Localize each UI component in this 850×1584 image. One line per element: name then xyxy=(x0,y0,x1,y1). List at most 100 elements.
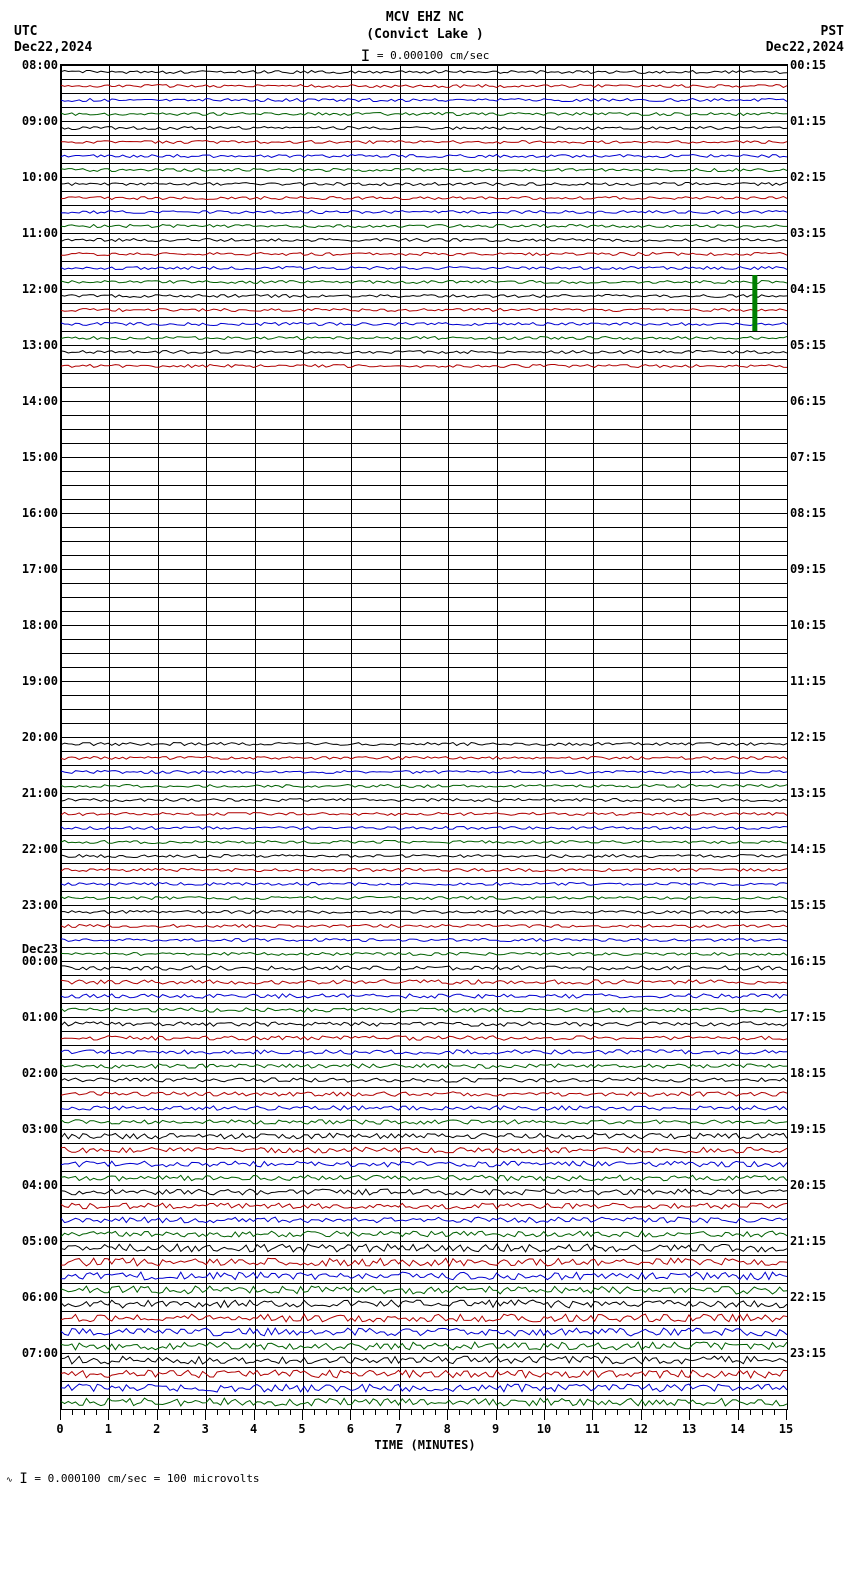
station-location: (Convict Lake ) xyxy=(366,27,483,44)
seismic-trace xyxy=(61,239,787,242)
seismic-trace xyxy=(61,365,787,368)
seismic-trace xyxy=(61,953,787,956)
left-time-label: 22:00 xyxy=(22,842,58,856)
left-time-label: 16:00 xyxy=(22,506,58,520)
left-time-label: 23:00 xyxy=(22,898,58,912)
seismic-trace xyxy=(61,855,787,858)
x-tick-label: 9 xyxy=(492,1422,499,1436)
seismic-trace xyxy=(61,183,787,186)
x-tick-minor xyxy=(242,1410,243,1415)
x-tick-label: 10 xyxy=(537,1422,551,1436)
right-time-label: 22:15 xyxy=(790,1290,826,1304)
x-tick-minor xyxy=(133,1410,134,1415)
left-time-label: 15:00 xyxy=(22,450,58,464)
x-tick-minor xyxy=(750,1410,751,1415)
seismic-trace xyxy=(61,155,787,158)
seismic-trace xyxy=(61,1175,787,1181)
x-tick-label: 5 xyxy=(298,1422,305,1436)
seismic-trace xyxy=(61,295,787,298)
x-tick-major xyxy=(496,1410,497,1420)
x-tick-minor xyxy=(653,1410,654,1415)
seismic-trace xyxy=(61,1189,787,1195)
x-tick-label: 13 xyxy=(682,1422,696,1436)
left-time-label: 11:00 xyxy=(22,226,58,240)
right-time-label: 01:15 xyxy=(790,114,826,128)
x-tick-major xyxy=(60,1410,61,1420)
right-time-label: 05:15 xyxy=(790,338,826,352)
seismic-trace xyxy=(61,1064,787,1068)
seismic-trace xyxy=(61,1036,787,1040)
seismic-trace xyxy=(61,966,787,970)
x-tick-minor xyxy=(484,1410,485,1415)
seismic-trace xyxy=(61,785,787,788)
right-time-label: 14:15 xyxy=(790,842,826,856)
seismic-trace xyxy=(61,1398,787,1406)
seismic-trace xyxy=(61,309,787,312)
seismic-trace xyxy=(61,1092,787,1096)
seismic-trace xyxy=(61,1147,787,1153)
right-time-label: 15:15 xyxy=(790,898,826,912)
x-tick-minor xyxy=(762,1410,763,1415)
seismic-trace xyxy=(61,1286,787,1294)
x-tick-minor xyxy=(605,1410,606,1415)
left-time-label: 19:00 xyxy=(22,674,58,688)
seismic-trace xyxy=(61,1008,787,1012)
x-tick-minor xyxy=(229,1410,230,1415)
x-tick-label: 12 xyxy=(634,1422,648,1436)
x-tick-label: 3 xyxy=(202,1422,209,1436)
x-tick-major xyxy=(447,1410,448,1420)
seismic-trace xyxy=(61,169,787,172)
footer-scale: ∿ I = 0.000100 cm/sec = 100 microvolts xyxy=(6,1470,260,1486)
right-time-label: 06:15 xyxy=(790,394,826,408)
right-time-label: 12:15 xyxy=(790,730,826,744)
x-tick-minor xyxy=(665,1410,666,1415)
x-tick-label: 6 xyxy=(347,1422,354,1436)
right-time-label: 04:15 xyxy=(790,282,826,296)
seismic-trace xyxy=(61,1258,787,1266)
seismic-trace xyxy=(61,1217,787,1223)
x-tick-major xyxy=(544,1410,545,1420)
right-time-label: 07:15 xyxy=(790,450,826,464)
right-time-label: 18:15 xyxy=(790,1066,826,1080)
seismic-trace xyxy=(61,869,787,872)
left-time-label: 06:00 xyxy=(22,1290,58,1304)
seismic-trace xyxy=(61,1370,787,1378)
left-time-label: 18:00 xyxy=(22,618,58,632)
x-tick-major xyxy=(254,1410,255,1420)
x-tick-minor xyxy=(72,1410,73,1415)
trace-svg xyxy=(61,65,787,1409)
header-left: UTC Dec22,2024 xyxy=(14,24,92,55)
left-time-label: 05:00 xyxy=(22,1234,58,1248)
seismic-trace xyxy=(61,197,787,200)
x-tick-minor xyxy=(471,1410,472,1415)
seismic-trace xyxy=(61,281,787,284)
seismic-trace xyxy=(61,1300,787,1308)
seismic-trace xyxy=(61,99,787,102)
x-tick-major xyxy=(738,1410,739,1420)
right-time-label: 21:15 xyxy=(790,1234,826,1248)
seismic-trace xyxy=(61,267,787,270)
right-time-label: 00:15 xyxy=(790,58,826,72)
seismic-trace xyxy=(61,113,787,116)
x-tick-minor xyxy=(314,1410,315,1415)
x-tick-minor xyxy=(217,1410,218,1415)
seismic-trace xyxy=(61,1161,787,1167)
scale-text: = 0.000100 cm/sec xyxy=(377,49,490,62)
right-time-label: 17:15 xyxy=(790,1010,826,1024)
seismic-trace xyxy=(61,897,787,900)
seismic-trace xyxy=(61,883,787,886)
x-tick-label: 15 xyxy=(779,1422,793,1436)
utc-label: UTC xyxy=(14,24,92,40)
seismic-trace xyxy=(61,841,787,844)
seismic-trace xyxy=(61,1203,787,1209)
x-tick-minor xyxy=(459,1410,460,1415)
x-tick-minor xyxy=(121,1410,122,1415)
seismic-trace xyxy=(61,939,787,942)
scale-info: I = 0.000100 cm/sec xyxy=(361,44,490,63)
x-tick-major xyxy=(689,1410,690,1420)
seismic-trace xyxy=(61,141,787,144)
right-time-label: 03:15 xyxy=(790,226,826,240)
x-tick-minor xyxy=(326,1410,327,1415)
left-time-label: 04:00 xyxy=(22,1178,58,1192)
x-tick-minor xyxy=(677,1410,678,1415)
